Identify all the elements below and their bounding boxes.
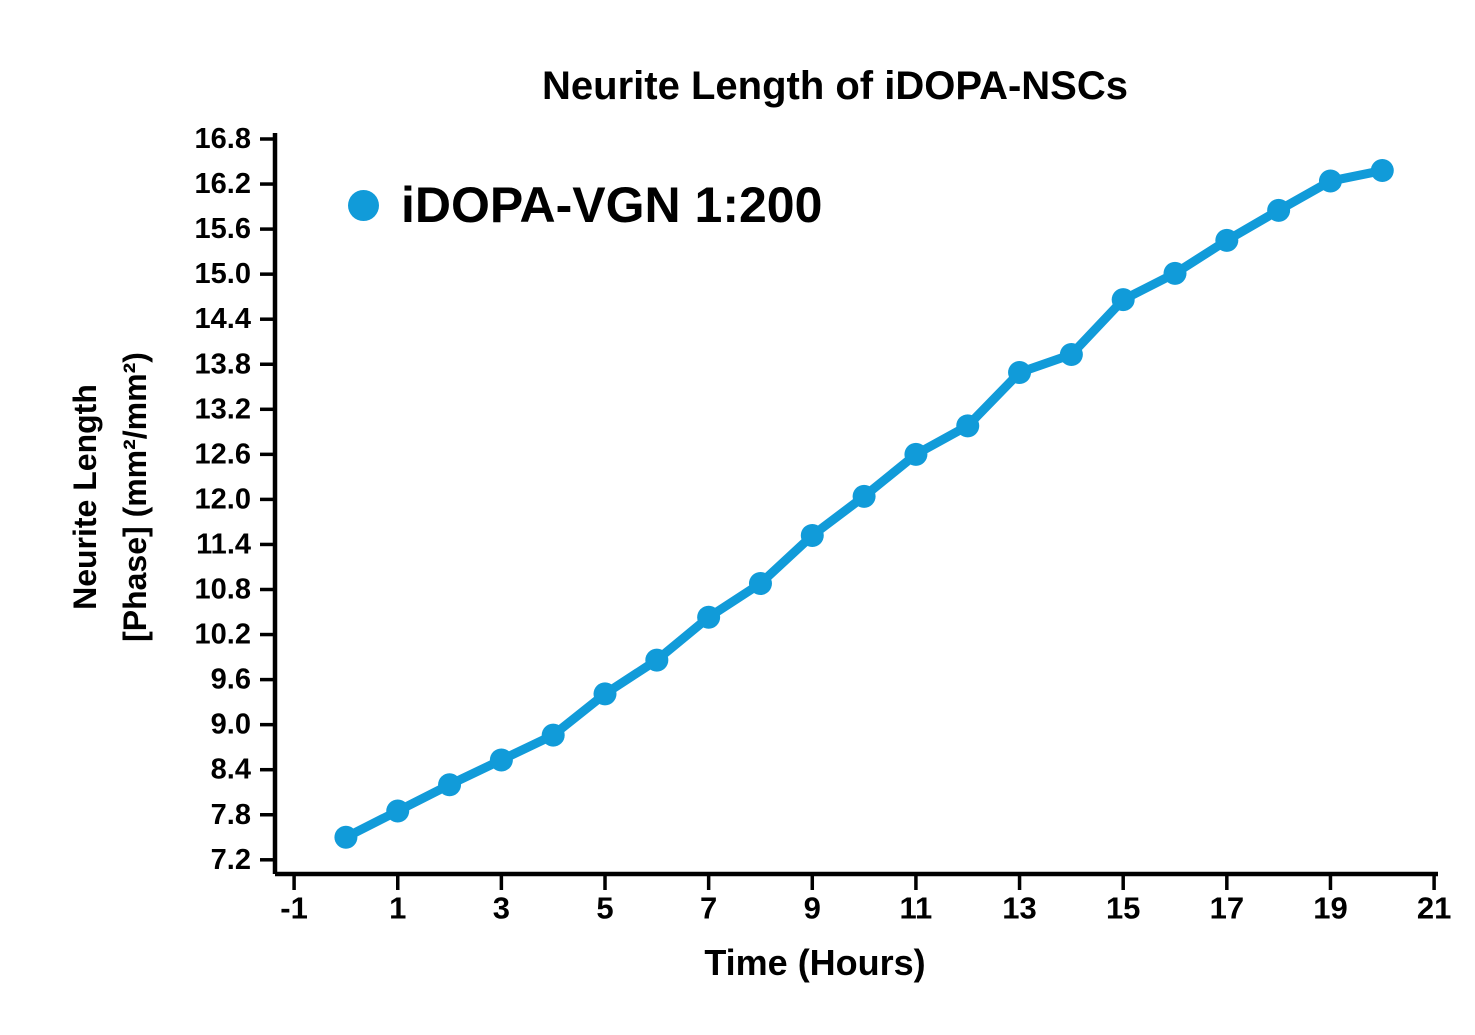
x-tick-label: 5 [596, 891, 613, 926]
x-axis-title: Time (Hours) [704, 942, 926, 983]
data-point-marker [1111, 288, 1135, 312]
y-tick-label: 13.2 [195, 393, 251, 425]
data-point-marker [1008, 361, 1032, 385]
data-point-marker [1059, 342, 1083, 366]
data-point-marker [541, 723, 565, 747]
legend-label: iDOPA-VGN 1:200 [401, 177, 823, 233]
y-tick-label: 12.0 [195, 483, 251, 515]
data-point-marker [386, 799, 410, 823]
x-tick-label: 7 [700, 891, 717, 926]
data-point-marker [800, 523, 824, 547]
y-tick-label: 7.8 [211, 799, 251, 831]
y-tick-label: 10.8 [195, 574, 251, 606]
data-point-marker [956, 414, 980, 438]
y-axis-title-line-1: Neurite Length [67, 384, 103, 610]
legend: iDOPA-VGN 1:200 [348, 176, 822, 234]
y-tick-label: 10.2 [195, 619, 251, 651]
legend-marker-icon [348, 189, 379, 221]
y-tick-label: 8.4 [211, 754, 251, 786]
data-point-marker [904, 442, 928, 466]
x-tick-label: 19 [1313, 891, 1347, 926]
y-tick-label: 15.0 [195, 258, 251, 290]
y-tick-label: 15.6 [195, 213, 251, 245]
data-point-marker [334, 825, 358, 849]
data-point-marker [1318, 169, 1342, 193]
x-tick-label: 1 [389, 891, 406, 926]
y-tick-label: 16.8 [195, 123, 251, 155]
x-tick-label: -1 [280, 891, 308, 926]
chart-title: Neurite Length of iDOPA-NSCs [542, 64, 1128, 108]
data-point-marker [489, 748, 513, 772]
x-tick-label: 11 [900, 891, 933, 926]
data-point-marker [1267, 198, 1291, 222]
y-tick-label: 9.0 [211, 709, 251, 741]
data-point-marker [1215, 228, 1239, 252]
y-tick-label: 14.4 [195, 303, 251, 335]
y-tick-label: 9.6 [211, 664, 251, 696]
x-tick-label: 17 [1210, 891, 1244, 926]
x-tick-label: 3 [493, 891, 510, 926]
x-tick-label: 15 [1106, 891, 1140, 926]
data-point-marker [593, 682, 617, 706]
y-axis-title: Neurite Length [Phase] (mm²/mm²) [60, 287, 164, 707]
x-tick-label: 13 [1002, 891, 1036, 926]
y-tick-label: 16.2 [195, 168, 251, 200]
data-point-marker [1163, 261, 1187, 285]
data-point-marker [697, 605, 721, 629]
x-tick-label: 21 [1417, 891, 1451, 926]
y-axis-title-line-2: [Phase] (mm²/mm²) [117, 352, 153, 642]
data-point-marker [748, 571, 772, 595]
y-tick-label: 7.2 [211, 844, 251, 876]
y-tick-label: 13.8 [195, 348, 251, 380]
data-point-marker [1370, 159, 1394, 183]
y-tick-label: 12.6 [195, 438, 251, 470]
data-point-marker [645, 648, 669, 672]
x-tick-label: 9 [804, 891, 821, 926]
y-tick-label: 11.4 [196, 528, 251, 560]
data-point-marker [852, 484, 876, 508]
data-point-marker [438, 773, 462, 797]
